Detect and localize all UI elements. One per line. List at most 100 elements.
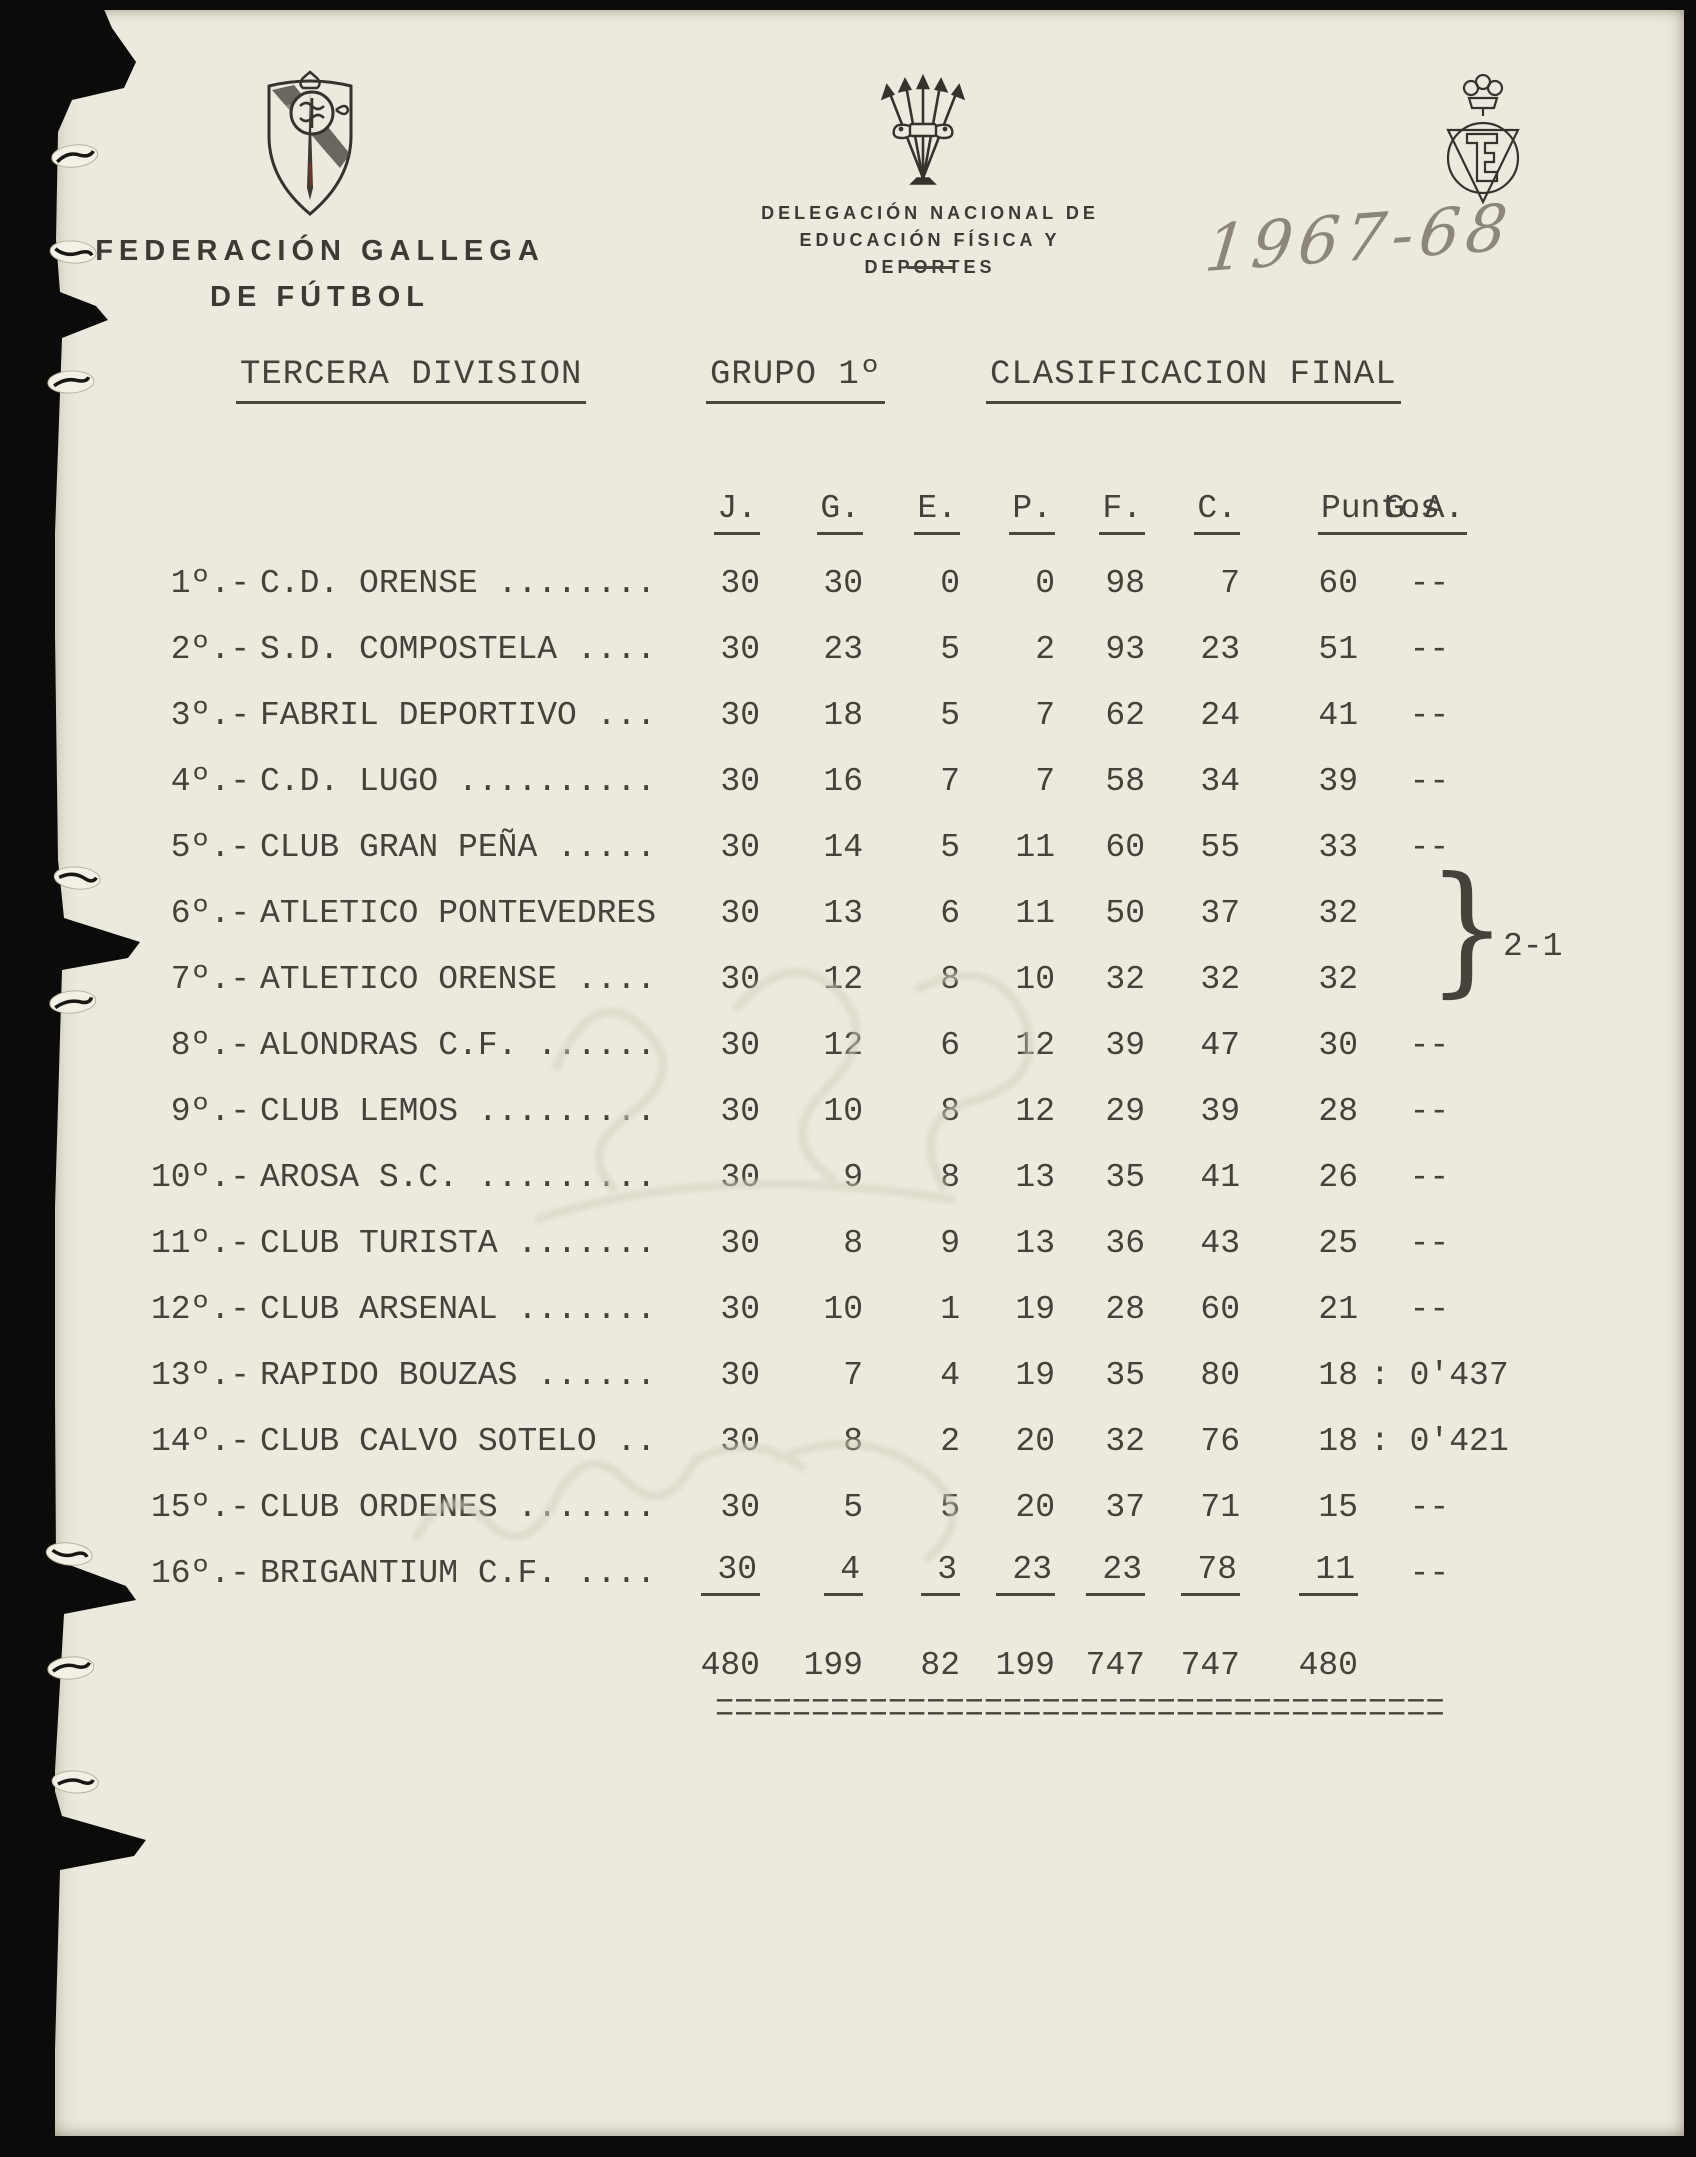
goal-average-cell: -- (1370, 564, 1450, 602)
tie-note: 2-1 (1503, 928, 1563, 965)
col-header-against: C. (1145, 490, 1240, 535)
federation-name-line2: DE FÚTBOL (210, 281, 430, 313)
standings-row: 14º.- CLUB CALVO SOTELO .. 30 8 2 20 32 … (145, 1408, 1540, 1474)
goals-for-cell: 93 (1105, 630, 1145, 668)
team-name-cell: CLUB TURISTA ....... (260, 1224, 657, 1262)
played-cell: 30 (720, 1224, 760, 1262)
lost-cell: 19 (1015, 1356, 1055, 1394)
total-drawn: 82 (920, 1646, 960, 1684)
drawn-cell: 4 (940, 1356, 960, 1394)
goals-for-cell: 32 (1105, 960, 1145, 998)
drawn-cell: 9 (940, 1224, 960, 1262)
drawn-cell: 2 (940, 1422, 960, 1460)
yoke-and-arrows-icon (880, 74, 966, 185)
col-header-drawn: E. (863, 490, 960, 535)
played-cell: 30 (720, 828, 760, 866)
goals-against-cell: 60 (1200, 1290, 1240, 1328)
goals-against-cell: 71 (1200, 1488, 1240, 1526)
total-lost: 199 (995, 1646, 1055, 1684)
col-header-played: J. (663, 490, 760, 535)
standings-row: 3º.- FABRIL DEPORTIVO ... 30 18 5 7 62 2… (145, 682, 1540, 748)
standings-row: 1º.- C.D. ORENSE ........ 30 30 0 0 98 7… (145, 550, 1540, 616)
team-name-cell: C.D. LUGO .......... (260, 762, 657, 800)
won-cell: 5 (843, 1488, 863, 1526)
lost-cell: 20 (1015, 1422, 1055, 1460)
rank-cell: 8º.- (170, 1026, 250, 1064)
delegation-name: DELEGACIÓN NACIONAL DE EDUCACIÓN FÍSICA … (745, 200, 1115, 281)
goal-average-cell: -- (1370, 1554, 1450, 1592)
won-cell: 7 (843, 1356, 863, 1394)
goals-for-cell: 50 (1105, 894, 1145, 932)
standings-row: 16º.- BRIGANTIUM C.F. .... 30 4 3 23 23 … (145, 1540, 1540, 1606)
total-won: 199 (803, 1646, 863, 1684)
goals-against-cell: 41 (1200, 1158, 1240, 1196)
standings-row: 11º.- CLUB TURISTA ....... 30 8 9 13 36 … (145, 1210, 1540, 1276)
points-cell: 32 (1318, 894, 1358, 932)
goals-for-cell: 36 (1105, 1224, 1145, 1262)
team-name-cell: FABRIL DEPORTIVO ... (260, 696, 657, 734)
goals-for-cell: 37 (1105, 1488, 1145, 1526)
standings-row: 12º.- CLUB ARSENAL ....... 30 10 1 19 28… (145, 1276, 1540, 1342)
won-cell: 13 (823, 894, 863, 932)
table-header-row: J. G. E. P. F. C. Puntos G.A. (145, 484, 1540, 540)
won-cell: 14 (823, 828, 863, 866)
played-cell: 30 (720, 894, 760, 932)
delegation-underline-rule (907, 266, 953, 269)
played-cell: 30 (720, 1290, 760, 1328)
goals-against-cell: 43 (1200, 1224, 1240, 1262)
rank-cell: 1º.- (170, 564, 250, 602)
points-cell: 28 (1318, 1092, 1358, 1130)
won-cell: 16 (823, 762, 863, 800)
goals-against-cell: 76 (1200, 1422, 1240, 1460)
col-header-goal-average: G.A. (1358, 490, 1540, 535)
points-cell: 18 (1318, 1422, 1358, 1460)
goals-against-cell: 37 (1200, 894, 1240, 932)
rank-cell: 13º.- (150, 1356, 250, 1394)
standings-row: 9º.- CLUB LEMOS ......... 30 10 8 12 29 … (145, 1078, 1540, 1144)
binding-hole (43, 1650, 99, 1691)
goal-average-cell: -- (1370, 1026, 1450, 1064)
standings-row: 13º.- RAPIDO BOUZAS ...... 30 7 4 19 35 … (145, 1342, 1540, 1408)
played-cell: 30 (720, 1092, 760, 1130)
team-name-cell: CLUB ARSENAL ....... (260, 1290, 657, 1328)
goals-against-cell: 47 (1200, 1026, 1240, 1064)
team-name-cell: S.D. COMPOSTELA .... (260, 630, 657, 668)
points-cell: 26 (1318, 1158, 1358, 1196)
rank-cell: 2º.- (170, 630, 250, 668)
double-rule-line-2: ====================================== (715, 1707, 1455, 1719)
lost-cell: 11 (1015, 894, 1055, 932)
goals-for-cell: 62 (1105, 696, 1145, 734)
federation-name: FEDERACIÓN GALLEGA DE FÚTBOL (95, 228, 545, 320)
lost-cell: 12 (1015, 1026, 1055, 1064)
played-cell: 30 (720, 762, 760, 800)
title-division: TERCERA DIVISION (236, 356, 587, 404)
points-cell: 51 (1318, 630, 1358, 668)
total-goals-against: 747 (1180, 1646, 1240, 1684)
played-cell: 30 (720, 630, 760, 668)
team-name-cell: CLUB CALVO SOTELO .. (260, 1422, 657, 1460)
binding-hole (40, 1535, 98, 1577)
team-name-cell: AROSA S.C. ......... (260, 1158, 657, 1196)
rank-cell: 14º.- (150, 1422, 250, 1460)
played-cell: 30 (720, 564, 760, 602)
goal-average-cell: : 0'437 (1370, 1356, 1509, 1394)
played-cell: 30 (720, 696, 760, 734)
drawn-cell: 6 (940, 1026, 960, 1064)
title-classification: CLASIFICACION FINAL (986, 356, 1401, 404)
standings-row: 5º.- CLUB GRAN PEÑA ..... 30 14 5 11 60 … (145, 814, 1540, 880)
double-rule-line-1: ====================================== (715, 1694, 1455, 1706)
rank-cell: 6º.- (170, 894, 250, 932)
points-cell: 15 (1318, 1488, 1358, 1526)
col-header-won: G. (760, 490, 863, 535)
rank-cell: 11º.- (150, 1224, 250, 1262)
goal-average-cell: -- (1370, 1290, 1450, 1328)
drawn-cell: 5 (940, 630, 960, 668)
team-name-cell: ATLETICO ORENSE .... (260, 960, 657, 998)
points-cell: 39 (1318, 762, 1358, 800)
drawn-cell: 1 (940, 1290, 960, 1328)
ghost-ink-marks-lower (410, 1439, 958, 1564)
points-cell: 30 (1318, 1026, 1358, 1064)
points-cell: 41 (1318, 696, 1358, 734)
binding-hole (45, 234, 101, 275)
total-points: 480 (1298, 1646, 1358, 1684)
